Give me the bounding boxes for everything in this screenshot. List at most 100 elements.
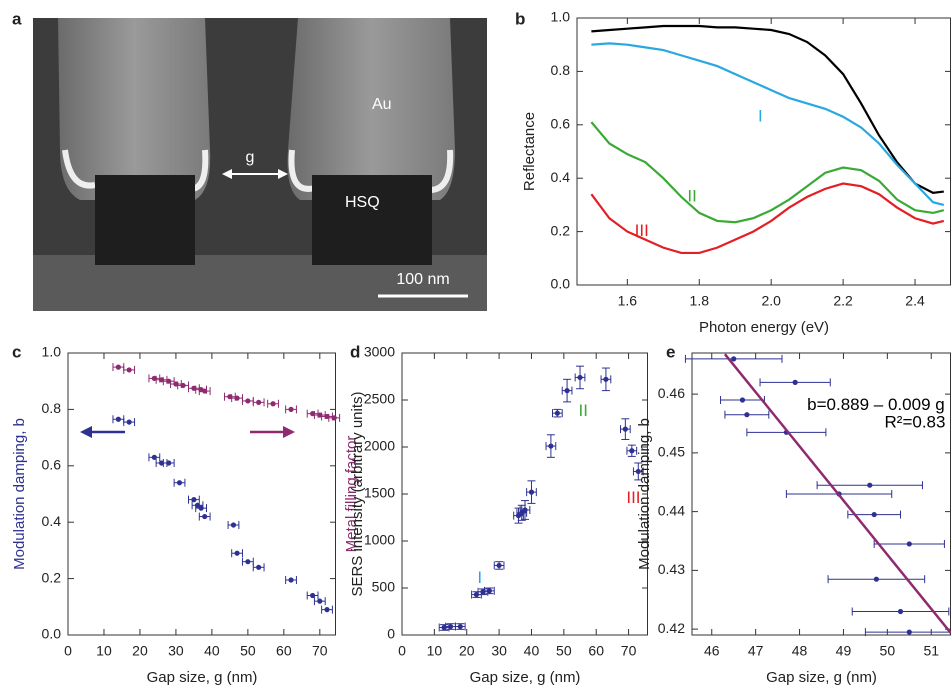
y-tick-label: 1000 bbox=[364, 532, 395, 548]
annotation: II bbox=[687, 186, 696, 205]
y-tick-label: 0.8 bbox=[551, 62, 571, 78]
axis-arrowhead bbox=[283, 426, 295, 438]
x-tick-label: 20 bbox=[459, 643, 475, 659]
panel-label: b bbox=[515, 9, 525, 28]
y-tick-label: 3000 bbox=[364, 344, 395, 360]
data-point bbox=[288, 577, 294, 583]
data-point bbox=[151, 454, 157, 460]
data-point bbox=[457, 623, 463, 630]
panel-label: a bbox=[12, 9, 22, 28]
data-point bbox=[245, 398, 251, 404]
y-tick-label: 1500 bbox=[364, 485, 395, 501]
data-point bbox=[496, 562, 502, 569]
line-series bbox=[590, 182, 945, 255]
x-axis-label: Gap size, g (nm) bbox=[766, 669, 877, 686]
hsq-core bbox=[95, 175, 195, 265]
y-tick-label: 0.42 bbox=[658, 620, 685, 636]
data-point bbox=[126, 419, 132, 425]
y-tick-label: 0.45 bbox=[658, 444, 685, 460]
data-point bbox=[739, 397, 746, 403]
data-point bbox=[871, 511, 877, 518]
x-tick-label: 47 bbox=[748, 643, 764, 659]
y-tick-label: 500 bbox=[372, 579, 396, 595]
data-point bbox=[256, 399, 262, 405]
x-axis-label: Photon energy (eV) bbox=[699, 319, 829, 336]
y-tick-label: 0.4 bbox=[551, 169, 571, 185]
axis-arrowhead bbox=[80, 426, 92, 438]
data-point bbox=[230, 522, 237, 528]
y-tick-label: 2500 bbox=[364, 391, 395, 407]
data-point bbox=[906, 541, 912, 547]
x-tick-label: 0 bbox=[398, 643, 406, 659]
data-point bbox=[731, 356, 737, 362]
panel-label: d bbox=[350, 342, 360, 361]
annotation: II bbox=[579, 401, 588, 420]
data-point bbox=[176, 480, 183, 486]
data-point bbox=[166, 460, 172, 466]
data-point bbox=[331, 415, 337, 421]
x-tick-label: 1.8 bbox=[690, 293, 710, 309]
x-tick-label: 10 bbox=[427, 643, 443, 659]
data-point bbox=[191, 497, 197, 503]
data-point bbox=[256, 564, 262, 570]
x-tick-label: 30 bbox=[168, 643, 184, 659]
data-point bbox=[897, 608, 904, 615]
data-point bbox=[629, 448, 635, 454]
annotation: b=0.889 – 0.009 g bbox=[807, 395, 945, 414]
annotation: III bbox=[635, 221, 649, 240]
hsq-core bbox=[312, 175, 432, 265]
data-point bbox=[324, 607, 330, 613]
data-point bbox=[202, 388, 208, 394]
y2-axis-label: Metal filling factor bbox=[343, 436, 360, 553]
y-tick-label: 0.8 bbox=[42, 400, 62, 416]
x-axis-label: Gap size, g (nm) bbox=[147, 669, 258, 686]
y-tick-label: 0.43 bbox=[658, 561, 685, 577]
y-tick-label: 0.4 bbox=[42, 513, 62, 529]
x-tick-label: 40 bbox=[524, 643, 540, 659]
x-tick-label: 0 bbox=[64, 643, 72, 659]
y-tick-label: 0.0 bbox=[551, 276, 571, 292]
scale-bar-label: 100 nm bbox=[396, 271, 449, 288]
y-tick-label: 0.0 bbox=[42, 626, 62, 642]
image-label: HSQ bbox=[345, 194, 380, 211]
x-tick-label: 51 bbox=[923, 643, 939, 659]
fit-line bbox=[723, 353, 951, 635]
x-tick-label: 49 bbox=[836, 643, 852, 659]
data-point bbox=[288, 406, 294, 412]
x-tick-label: 40 bbox=[204, 643, 220, 659]
image-label: Au bbox=[372, 96, 392, 113]
data-point bbox=[180, 382, 186, 389]
data-point bbox=[202, 513, 208, 520]
plot-frame bbox=[576, 17, 951, 286]
data-point bbox=[792, 379, 798, 385]
data-point bbox=[486, 588, 492, 594]
annotation: I bbox=[758, 106, 763, 125]
data-point bbox=[317, 598, 323, 604]
y-tick-label: 0.46 bbox=[658, 385, 685, 401]
data-point bbox=[522, 507, 528, 513]
plot-frame bbox=[401, 352, 648, 636]
x-tick-label: 2.0 bbox=[761, 293, 781, 309]
y-tick-label: 0.44 bbox=[658, 502, 685, 518]
x-tick-label: 70 bbox=[312, 643, 328, 659]
y-axis-label: Modulation damping, b bbox=[11, 418, 28, 570]
y-tick-label: 0.2 bbox=[42, 569, 62, 585]
x-tick-label: 48 bbox=[792, 643, 808, 659]
data-point bbox=[577, 374, 583, 381]
data-point bbox=[548, 443, 554, 449]
annotation: I bbox=[477, 568, 482, 587]
y-tick-label: 0.2 bbox=[551, 222, 571, 238]
data-point bbox=[635, 468, 641, 475]
panel-label: c bbox=[12, 342, 21, 361]
data-point bbox=[115, 364, 121, 370]
data-point bbox=[867, 482, 873, 488]
data-point bbox=[447, 623, 454, 630]
x-tick-label: 2.4 bbox=[905, 293, 925, 309]
x-tick-label: 46 bbox=[704, 643, 720, 659]
y-tick-label: 1.0 bbox=[551, 9, 571, 25]
edge-highlight bbox=[62, 149, 454, 193]
y-axis-label: Modulation damping, b bbox=[636, 418, 653, 570]
sem-image: a Au g HSQ 100 nm bbox=[12, 9, 487, 311]
line-series bbox=[591, 42, 945, 206]
